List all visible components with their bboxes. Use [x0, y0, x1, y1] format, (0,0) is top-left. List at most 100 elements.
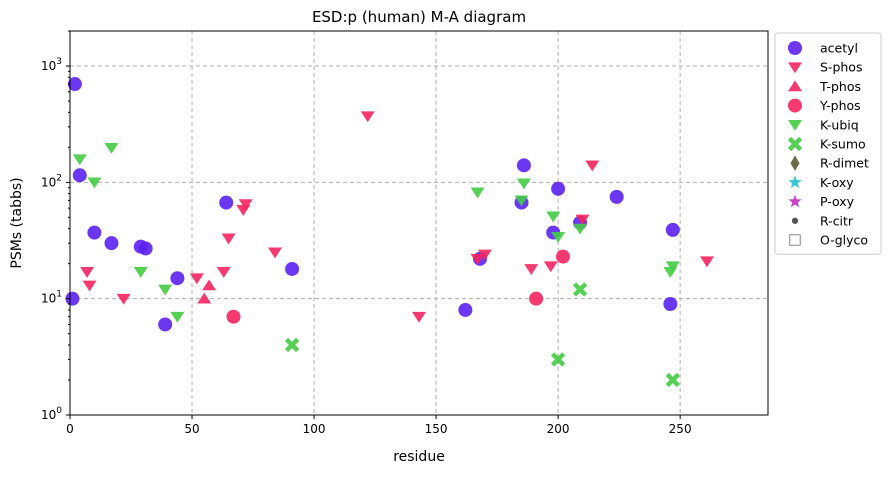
data-point — [82, 280, 97, 292]
legend-label: T-phos — [819, 79, 861, 94]
legend-label: R-dimet — [820, 156, 869, 171]
data-point — [221, 233, 236, 245]
data-point — [226, 309, 241, 324]
data-point — [158, 317, 173, 332]
legend-item: R-dimet — [790, 155, 869, 171]
data-point — [268, 247, 283, 259]
data-point — [551, 181, 566, 196]
data-point — [665, 372, 681, 388]
legend-marker — [790, 155, 800, 171]
data-point — [514, 195, 529, 207]
data-point — [470, 254, 485, 265]
data-point — [202, 279, 217, 291]
data-point — [170, 311, 185, 323]
data-point — [285, 261, 300, 276]
x-tick-label: 250 — [669, 422, 692, 436]
data-point — [585, 160, 600, 172]
data-point — [170, 271, 185, 286]
data-point — [104, 143, 119, 154]
data-point — [216, 267, 231, 278]
legend-label: S-phos — [820, 60, 862, 75]
data-point — [572, 282, 588, 297]
data-point — [477, 249, 492, 261]
data-point — [543, 261, 558, 273]
legend-label: R-citr — [820, 213, 854, 228]
data-point — [189, 273, 204, 285]
data-point — [104, 236, 119, 251]
x-tick-label: 0 — [66, 422, 74, 436]
legend-label: P-oxy — [820, 194, 855, 209]
legend-item: S-phos — [788, 60, 862, 75]
data-point — [551, 232, 566, 243]
data-point — [665, 222, 680, 237]
legend-item: Y-phos — [788, 98, 861, 113]
data-point — [138, 241, 153, 256]
y-tick-label: 102 — [41, 173, 62, 189]
series-k-ubiq — [72, 143, 680, 323]
data-point — [546, 211, 561, 223]
legend-marker — [788, 119, 802, 131]
data-point — [219, 195, 234, 210]
y-axis-label: PSMs (tabbs) — [9, 177, 25, 268]
legend-marker — [788, 194, 802, 208]
data-point — [87, 225, 102, 240]
legend: acetyl S-phos T-phos Y-phos K-ubiq K-sumo R-di… — [774, 32, 882, 255]
legend-marker — [791, 217, 799, 224]
legend-frame — [774, 32, 882, 255]
data-point — [80, 267, 95, 278]
data-point — [158, 284, 173, 296]
data-point — [516, 178, 531, 190]
data-point — [360, 111, 375, 123]
series-t-phos — [197, 279, 217, 304]
x-tick-label: 50 — [184, 422, 199, 436]
legend-label: K-oxy — [820, 175, 854, 190]
data-point — [524, 264, 539, 276]
data-point — [573, 223, 588, 235]
data-point — [575, 214, 590, 226]
data-point — [458, 302, 473, 317]
grid — [70, 31, 768, 415]
x-tick-label: 150 — [425, 422, 448, 436]
legend-marker — [787, 136, 803, 152]
data-point — [412, 311, 426, 323]
data-point — [470, 187, 485, 199]
legend-item: R-citr — [791, 213, 854, 228]
legend-item: K-ubiq — [788, 117, 859, 132]
legend-marker — [788, 80, 802, 92]
legend-label: acetyl — [820, 41, 858, 56]
data-point — [87, 177, 102, 189]
series-k-sumo — [284, 282, 681, 388]
legend-label: O-glyco — [820, 233, 868, 248]
legend-marker — [788, 175, 802, 189]
data-point — [72, 154, 87, 166]
legend-marker — [788, 98, 802, 113]
x-axis-label: residue — [393, 449, 445, 465]
data-point — [116, 293, 131, 305]
data-point — [550, 352, 566, 367]
legend-item: T-phos — [788, 79, 861, 94]
data-point — [665, 261, 680, 273]
data-point — [663, 296, 678, 311]
legend-label: Y-phos — [819, 98, 861, 113]
legend-marker — [788, 41, 802, 55]
legend-item: O-glyco — [789, 233, 868, 248]
data-point — [609, 189, 624, 204]
legend-label: K-ubiq — [820, 117, 859, 132]
data-points — [65, 77, 714, 388]
y-tick-label: 103 — [41, 57, 62, 73]
plot-frame — [69, 30, 769, 416]
data-point — [699, 256, 714, 268]
series-y-phos — [226, 249, 570, 324]
data-point — [516, 158, 531, 173]
data-point — [72, 168, 87, 183]
data-point — [197, 292, 212, 304]
legend-item: P-oxy — [788, 194, 855, 209]
legend-marker — [789, 234, 801, 246]
data-point — [65, 291, 80, 306]
legend-item: K-oxy — [788, 175, 854, 190]
y-tick-label: 101 — [41, 290, 62, 306]
data-point — [555, 249, 570, 264]
series-s-phos — [80, 111, 714, 323]
legend-marker — [788, 62, 802, 74]
